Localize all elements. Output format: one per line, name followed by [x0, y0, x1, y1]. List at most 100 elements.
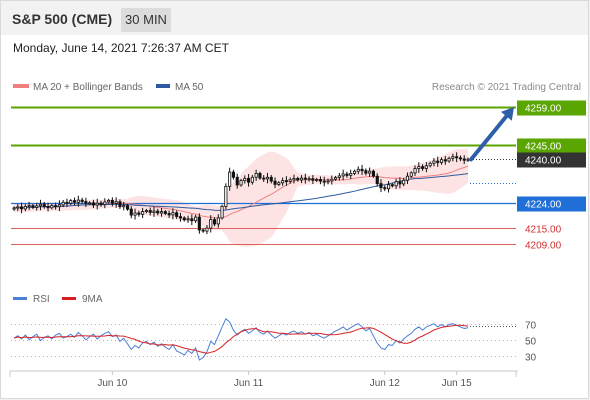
candle-body — [330, 178, 334, 182]
candle-body — [107, 199, 111, 203]
target-arrow-head — [500, 107, 514, 121]
rsi-level-label: 50 — [525, 337, 537, 348]
time-axis-label: Jun 12 — [370, 378, 400, 389]
candle-body — [118, 201, 122, 207]
support-label: 4209.00 — [525, 241, 562, 252]
candle-body — [46, 205, 50, 209]
candle-body — [69, 200, 73, 204]
rsi-legend-swatch — [13, 297, 27, 300]
candle-body — [413, 168, 417, 174]
candle-body — [458, 157, 462, 160]
candle-body — [337, 175, 341, 178]
candle-body — [307, 178, 311, 181]
candle-body — [167, 213, 171, 216]
candle-body — [50, 205, 54, 209]
candle-body — [333, 177, 338, 180]
candle-body — [352, 170, 357, 174]
candlesticks — [12, 152, 470, 235]
candle-body — [315, 179, 319, 181]
candle-body — [209, 219, 213, 229]
candle-body — [178, 216, 183, 219]
ma20-legend-swatch — [13, 84, 29, 88]
candle-body — [466, 158, 470, 161]
candle-body — [262, 177, 266, 180]
candle-body — [281, 180, 285, 184]
ma50-legend-label: MA 50 — [175, 82, 204, 93]
candle-body — [137, 212, 141, 215]
candle-body — [296, 177, 300, 181]
candle-body — [364, 170, 368, 174]
timeframe-badge[interactable]: 30 MIN — [121, 8, 171, 32]
candle-body — [447, 157, 451, 162]
price-tags: 4259.00 4245.00 4224.00 4215.00 4209.00 4240.… — [517, 100, 586, 252]
candle-body — [277, 182, 281, 185]
resistance-label: 4259.00 — [525, 104, 562, 115]
candle-body — [398, 181, 402, 185]
candle-body — [19, 206, 24, 210]
pivot-label: 4224.00 — [525, 200, 562, 211]
ma20-legend-label: MA 20 + Bollinger Bands — [33, 82, 143, 93]
time-axis-label: Jun 10 — [97, 378, 127, 389]
candle-body — [379, 183, 383, 189]
candle-body — [133, 212, 137, 216]
candle-body — [23, 205, 27, 210]
candle-body — [292, 177, 296, 181]
candle-body — [76, 199, 80, 203]
candle-body — [394, 181, 398, 187]
support-label: 4215.00 — [525, 225, 562, 236]
candle-body — [231, 171, 236, 178]
candle-body — [175, 212, 179, 217]
time-axis-label: Jun 11 — [234, 378, 264, 389]
candle-body — [451, 156, 455, 159]
candle-body — [322, 180, 326, 183]
candle-body — [205, 227, 209, 232]
candle-body — [224, 185, 228, 207]
instrument-title: S&P 500 (CME) — [12, 11, 113, 27]
candle-body — [235, 176, 239, 186]
candle-body — [65, 201, 69, 204]
candle-body — [42, 203, 46, 207]
candle-body — [144, 210, 149, 213]
candle-body — [455, 156, 459, 159]
candle-body — [417, 166, 421, 169]
rsi-legend-label: RSI — [33, 294, 50, 305]
candle-body — [95, 202, 99, 206]
candle-body — [61, 201, 65, 206]
candle-body — [114, 201, 118, 204]
candle-body — [258, 172, 262, 179]
candle-body — [12, 207, 16, 210]
candle-body — [265, 176, 269, 180]
candle-body — [84, 201, 88, 204]
candle-body — [371, 170, 375, 177]
report-datetime: Monday, June 14, 2021 7:26:37 AM CET — [13, 41, 229, 55]
candle-body — [212, 219, 217, 225]
candle-body — [375, 175, 379, 184]
candle-body — [341, 173, 345, 177]
candle-body — [345, 173, 349, 176]
candle-body — [243, 177, 247, 181]
candle-body — [80, 199, 84, 202]
candle-body — [163, 211, 167, 214]
candle-body — [432, 160, 436, 164]
attribution-text: Research © 2021 Trading Central — [432, 82, 581, 93]
candle-body — [159, 211, 164, 214]
rsi-ma-legend-swatch — [62, 297, 76, 300]
key-levels — [11, 106, 516, 245]
current-price-tag — [517, 152, 586, 168]
candle-body — [38, 203, 42, 207]
current-price-label: 4240.00 — [525, 156, 562, 167]
candle-body — [356, 168, 360, 172]
candle-body — [27, 205, 31, 208]
candle-body — [216, 217, 220, 225]
rsi-ma-line — [13, 324, 469, 354]
candle-body — [141, 211, 145, 215]
candle-body — [318, 179, 322, 182]
rsi-indicator: 70 50 30 — [11, 317, 537, 364]
candle-body — [186, 218, 190, 221]
candle-body — [57, 204, 61, 208]
candle-body — [16, 206, 20, 209]
rsi-ma-legend-label: 9MA — [82, 294, 103, 305]
candle-body — [103, 201, 107, 205]
target-arrow-shaft — [469, 114, 509, 162]
